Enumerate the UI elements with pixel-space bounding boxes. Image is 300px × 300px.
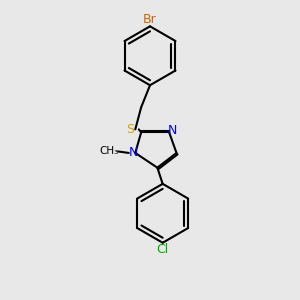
Text: Br: Br xyxy=(143,14,157,26)
Text: CH₃: CH₃ xyxy=(99,146,119,157)
Text: Cl: Cl xyxy=(157,243,169,256)
Text: S: S xyxy=(126,123,134,136)
Text: N: N xyxy=(129,146,139,159)
Text: N: N xyxy=(168,124,177,137)
